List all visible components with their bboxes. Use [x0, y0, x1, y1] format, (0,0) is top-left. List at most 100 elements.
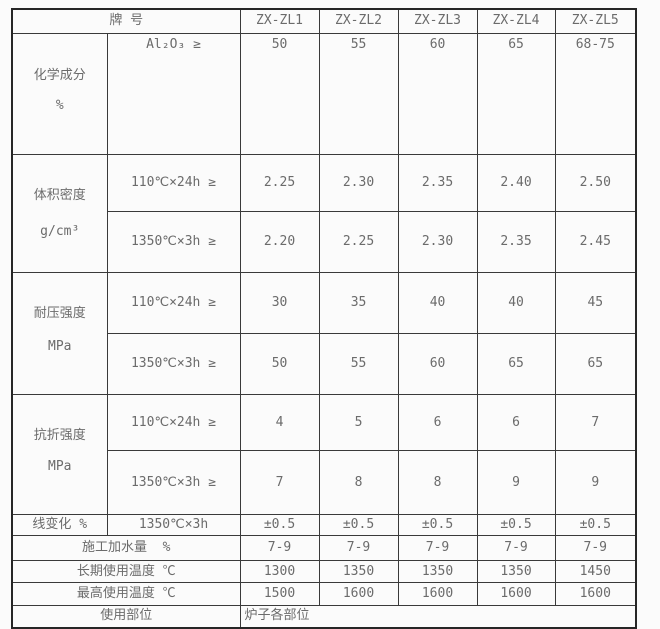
condition-cell: 1350℃×3h ≥ [106, 332, 241, 396]
value-cell: 2.20 [239, 210, 320, 273]
value-cell: 60 [397, 332, 478, 396]
property-unit: % [55, 97, 64, 113]
table-row: 体积密度 g/cm³ 110℃×24h ≥ 2.25 2.30 2.35 2.4… [11, 153, 637, 273]
value-cell: 35 [318, 271, 399, 334]
value-cell: ±0.5 [476, 514, 556, 537]
value-cell: 8 [318, 450, 399, 516]
property-cell-density: 体积密度 g/cm³ [11, 153, 108, 273]
value-cell: 7 [554, 394, 637, 452]
property-cell-compressive: 耐压强度 MPa [11, 271, 108, 396]
table-row: 耐压强度 MPa 110℃×24h ≥ 30 35 40 40 45 [11, 271, 637, 396]
value-cell: 1600 [554, 582, 637, 607]
value-cell: 2.30 [318, 153, 399, 212]
value-cell: 7-9 [476, 535, 556, 562]
value-cell: 1600 [397, 582, 478, 607]
value-cell: ±0.5 [397, 514, 478, 537]
value-cell: 2.50 [554, 153, 637, 212]
value-cell: 1450 [554, 560, 637, 584]
value-cell: 55 [318, 32, 399, 155]
value-cell: 7-9 [554, 535, 637, 562]
property-stack: 体积密度 g/cm³ [13, 183, 106, 243]
grade-header-cell: ZX-ZL3 [397, 8, 478, 34]
property-unit: MPa [48, 339, 72, 355]
value-cell: 7-9 [239, 535, 320, 562]
condition-cell: 110℃×24h ≥ [106, 153, 241, 212]
summary-label-cell-max-temp: 最高使用温度 ℃ [11, 582, 241, 607]
property-cell-flexural: 抗折强度 MPa [11, 394, 108, 516]
summary-label-cell-water: 施工加水量 % [11, 535, 241, 562]
property-stack: 化学成分 % [13, 62, 106, 125]
value-cell: 2.35 [476, 210, 556, 273]
condition-cell: 1350℃×3h ≥ [106, 210, 241, 273]
usage-label-cell: 使用部位 [11, 605, 241, 629]
value-cell: 6 [397, 394, 478, 452]
value-cell: 40 [476, 271, 556, 334]
property-label: 化学成分 [33, 68, 86, 84]
value-cell: 7-9 [397, 535, 478, 562]
value-cell: 8 [397, 450, 478, 516]
value-cell: 1600 [476, 582, 556, 607]
value-cell: 1300 [239, 560, 320, 584]
table-row: 1350℃×3h ≥ 2.20 2.25 2.30 2.35 2.45 [12, 210, 637, 273]
value-cell: 1350 [318, 560, 399, 584]
value-cell: 9 [476, 450, 556, 516]
grade-header-cell: ZX-ZL4 [476, 8, 556, 34]
table-row: 线变化 % 1350℃×3h ±0.5 ±0.5 ±0.5 ±0.5 ±0.5 [11, 514, 637, 537]
value-cell: 1500 [239, 582, 320, 607]
value-cell: 55 [318, 332, 399, 396]
value-cell: 1350 [397, 560, 478, 584]
value-cell: 65 [476, 332, 556, 396]
table-row: 抗折强度 MPa 110℃×24h ≥ 4 5 6 6 7 [11, 394, 637, 516]
usage-value-cell: 炉子各部位 [239, 605, 637, 629]
value-cell: 4 [239, 394, 320, 452]
value-cell: 7 [239, 450, 320, 516]
value-cell: ±0.5 [554, 514, 637, 537]
value-cell: 1600 [318, 582, 399, 607]
condition-cell: 110℃×24h ≥ [106, 394, 241, 452]
value-cell: ±0.5 [239, 514, 320, 537]
table-row: 最高使用温度 ℃ 1500 1600 1600 1600 1600 [11, 582, 637, 607]
brand-header-cell: 牌 号 [11, 8, 241, 34]
property-unit: MPa [48, 459, 72, 475]
table-row: 使用部位 炉子各部位 [11, 605, 637, 629]
property-unit: g/cm³ [40, 223, 80, 239]
property-label: 抗折强度 [33, 427, 86, 443]
table-row: 牌 号 ZX-ZL1 ZX-ZL2 ZX-ZL3 ZX-ZL4 ZX-ZL5 [11, 8, 637, 34]
value-cell: 7-9 [318, 535, 399, 562]
value-cell: 2.45 [554, 210, 637, 273]
property-cell-linear-change: 线变化 % [11, 514, 108, 537]
property-cell-chemical: 化学成分 % [11, 32, 108, 155]
value-cell: 65 [476, 32, 556, 155]
value-cell: 60 [397, 32, 478, 155]
property-stack: 抗折强度 MPa [13, 424, 106, 486]
value-cell: 68-75 [554, 32, 637, 155]
spec-table: 牌 号 ZX-ZL1 ZX-ZL2 ZX-ZL3 ZX-ZL4 ZX-ZL5 化… [11, 8, 638, 629]
grade-header-cell: ZX-ZL2 [318, 8, 399, 34]
value-cell: 45 [554, 271, 637, 334]
summary-label-cell-longterm-temp: 长期使用温度 ℃ [11, 560, 241, 584]
condition-cell: 1350℃×3h [106, 514, 241, 537]
property-label: 耐压强度 [33, 306, 86, 322]
table-row: 化学成分 % Al₂O₃ ≥ 50 55 60 65 68-75 [11, 32, 637, 155]
value-cell: ±0.5 [318, 514, 399, 537]
value-cell: 5 [318, 394, 399, 452]
value-cell: 1350 [476, 560, 556, 584]
value-cell: 65 [554, 332, 637, 396]
value-cell: 2.30 [397, 210, 478, 273]
value-cell: 2.25 [318, 210, 399, 273]
grade-header-cell: ZX-ZL1 [239, 8, 320, 34]
value-cell: 2.40 [476, 153, 556, 212]
value-cell: 50 [239, 32, 320, 155]
value-cell: 2.25 [239, 153, 320, 212]
table-row: 施工加水量 % 7-9 7-9 7-9 7-9 7-9 [11, 535, 637, 562]
property-label: 体积密度 [33, 188, 86, 204]
value-cell: 9 [554, 450, 637, 516]
value-cell: 40 [397, 271, 478, 334]
condition-cell: 110℃×24h ≥ [106, 271, 241, 334]
table-row: 长期使用温度 ℃ 1300 1350 1350 1350 1450 [11, 560, 637, 584]
value-cell: 30 [239, 271, 320, 334]
value-cell: 6 [476, 394, 556, 452]
grade-header-cell: ZX-ZL5 [554, 8, 637, 34]
value-cell: 2.35 [397, 153, 478, 212]
condition-cell: Al₂O₃ ≥ [106, 32, 241, 155]
